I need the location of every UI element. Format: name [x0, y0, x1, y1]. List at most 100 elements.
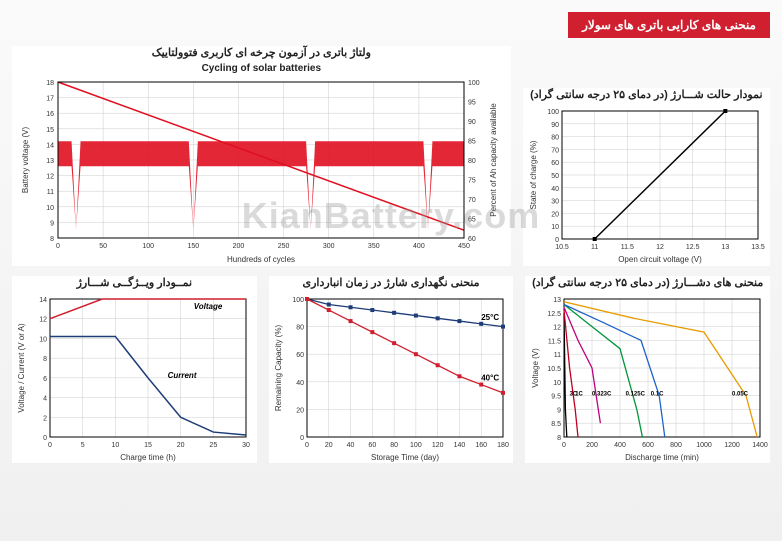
svg-text:2: 2 — [43, 415, 47, 422]
cycling-chart: ولتاژ باتری در آزمون چرخه ای کاربری فتوو… — [12, 46, 511, 266]
svg-text:Storage Time (day): Storage Time (day) — [371, 453, 439, 462]
svg-text:100: 100 — [143, 243, 155, 250]
svg-text:Current: Current — [168, 371, 197, 380]
svg-text:80: 80 — [296, 325, 304, 332]
storage-svg: 020406080100020406080100120140160180Rema… — [271, 293, 511, 463]
svg-text:15: 15 — [47, 127, 55, 134]
svg-text:10: 10 — [47, 205, 55, 212]
svg-text:Hundreds of cycles: Hundreds of cycles — [227, 255, 295, 264]
svg-text:20: 20 — [296, 407, 304, 414]
svg-text:600: 600 — [642, 442, 654, 449]
svg-text:100: 100 — [410, 442, 422, 449]
svg-text:14: 14 — [40, 297, 48, 304]
svg-text:25: 25 — [210, 442, 218, 449]
svg-text:65: 65 — [468, 217, 476, 224]
charge-profile-chart: نمــودار ویــژگــی شـــارژ 0246810121405… — [12, 276, 257, 463]
charge-profile-farsi-title: نمــودار ویــژگــی شـــارژ — [77, 276, 193, 289]
svg-text:90: 90 — [552, 122, 560, 129]
soc-farsi-title: نمودار حالت شـــارژ (در دمای ۲۵ درجه سان… — [530, 88, 762, 101]
svg-text:State of charge (%): State of charge (%) — [529, 140, 538, 209]
svg-text:13: 13 — [47, 158, 55, 165]
svg-text:70: 70 — [468, 197, 476, 204]
soc-svg: 010203040506070809010010.51111.51212.513… — [526, 105, 766, 265]
svg-text:60: 60 — [368, 442, 376, 449]
svg-text:8: 8 — [43, 356, 47, 363]
svg-text:0: 0 — [48, 442, 52, 449]
svg-text:4: 4 — [43, 396, 47, 403]
svg-text:Voltage: Voltage — [194, 302, 223, 311]
cycling-svg: 8910111213141516171860657075808590951000… — [16, 76, 506, 266]
charge-svg: 02468101214051015202530Voltage / Current… — [14, 293, 254, 463]
discharge-farsi-title: منحنی های دشـــارژ (در دمای ۲۵ درجه سانت… — [532, 276, 763, 289]
soc-chart: نمودار حالت شـــارژ (در دمای ۲۵ درجه سان… — [523, 88, 770, 266]
svg-text:60: 60 — [468, 236, 476, 243]
svg-text:40°C: 40°C — [481, 374, 499, 383]
svg-text:15: 15 — [144, 442, 152, 449]
svg-text:12.5: 12.5 — [547, 311, 561, 318]
svg-text:Percent of Ah capacity availab: Percent of Ah capacity available — [489, 103, 498, 217]
svg-text:11: 11 — [47, 189, 54, 196]
svg-text:11: 11 — [591, 244, 598, 251]
storage-chart: منحنی نگهداری شارژ در زمان انبارداری 0 20… — [269, 276, 514, 463]
svg-text:8: 8 — [50, 236, 54, 243]
cycling-eng-title: Cycling of solar batteries — [202, 63, 321, 74]
svg-text:50: 50 — [100, 243, 108, 250]
svg-text:25°C: 25°C — [481, 313, 499, 322]
svg-text:120: 120 — [432, 442, 444, 449]
svg-text:13.5: 13.5 — [752, 244, 766, 251]
svg-text:250: 250 — [278, 243, 290, 250]
svg-text:14: 14 — [47, 142, 55, 149]
svg-text:400: 400 — [614, 442, 626, 449]
svg-text:10: 10 — [40, 336, 48, 343]
svg-text:30: 30 — [242, 442, 250, 449]
svg-text:17: 17 — [47, 96, 55, 103]
svg-text:95: 95 — [468, 100, 476, 107]
svg-text:12.5: 12.5 — [686, 244, 700, 251]
svg-text:100: 100 — [292, 297, 304, 304]
svg-text:350: 350 — [368, 243, 380, 250]
svg-text:20: 20 — [325, 442, 333, 449]
svg-text:200: 200 — [233, 243, 245, 250]
svg-text:Open circuit voltage (V): Open circuit voltage (V) — [619, 255, 703, 264]
svg-text:12: 12 — [656, 244, 664, 251]
svg-text:160: 160 — [475, 442, 487, 449]
cycling-farsi-title: ولتاژ باتری در آزمون چرخه ای کاربری فتوو… — [152, 46, 371, 59]
svg-text:12: 12 — [47, 174, 55, 181]
svg-text:13: 13 — [553, 297, 561, 304]
svg-text:0: 0 — [300, 435, 304, 442]
svg-text:20: 20 — [177, 442, 185, 449]
svg-text:150: 150 — [188, 243, 200, 250]
svg-text:Charge time (h): Charge time (h) — [121, 453, 177, 462]
svg-text:12: 12 — [553, 325, 561, 332]
svg-text:85: 85 — [468, 139, 476, 146]
svg-text:18: 18 — [47, 80, 55, 87]
svg-text:40: 40 — [552, 186, 560, 193]
svg-text:9.5: 9.5 — [551, 394, 561, 401]
svg-text:0: 0 — [305, 442, 309, 449]
svg-text:Voltage / Current (V or A): Voltage / Current (V or A) — [17, 323, 26, 413]
svg-text:1400: 1400 — [752, 442, 768, 449]
svg-text:6: 6 — [43, 376, 47, 383]
svg-text:11: 11 — [553, 352, 560, 359]
svg-text:40: 40 — [296, 380, 304, 387]
svg-text:30: 30 — [552, 199, 560, 206]
svg-text:9: 9 — [50, 220, 54, 227]
svg-text:8.5: 8.5 — [551, 421, 561, 428]
svg-text:80: 80 — [390, 442, 398, 449]
header-title: منحنی های کارایی باتری های سولار — [568, 12, 770, 38]
svg-text:10: 10 — [112, 442, 120, 449]
svg-text:16: 16 — [47, 111, 55, 118]
svg-text:1C: 1C — [575, 392, 583, 398]
svg-text:0: 0 — [56, 243, 60, 250]
svg-text:100: 100 — [468, 80, 480, 87]
svg-text:1000: 1000 — [696, 442, 712, 449]
svg-text:9: 9 — [557, 407, 561, 414]
svg-text:10: 10 — [552, 224, 560, 231]
svg-text:Voltage (V): Voltage (V) — [531, 348, 540, 388]
svg-text:200: 200 — [586, 442, 598, 449]
svg-text:60: 60 — [552, 160, 560, 167]
storage-farsi-title: منحنی نگهداری شارژ در زمان انبارداری — [302, 276, 479, 289]
svg-text:140: 140 — [454, 442, 466, 449]
svg-text:400: 400 — [413, 243, 425, 250]
svg-text:Discharge time (min): Discharge time (min) — [625, 453, 699, 462]
